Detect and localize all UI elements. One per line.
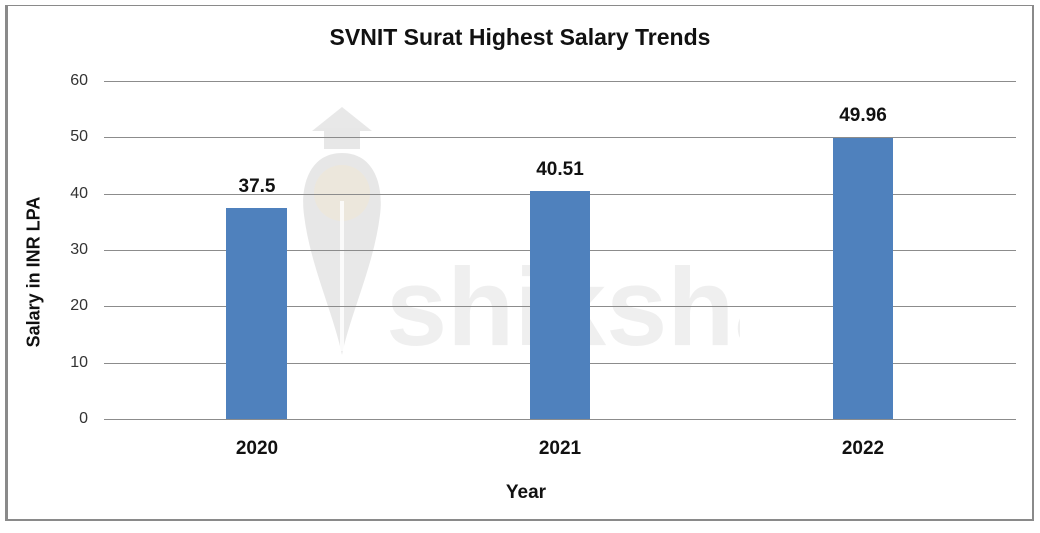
gridline-60 bbox=[104, 81, 1016, 82]
x-axis-line bbox=[104, 419, 1016, 420]
y-axis-label: Salary in INR LPA bbox=[23, 196, 44, 348]
data-label-2022: 49.96 bbox=[839, 105, 887, 126]
x-tick-2020: 2020 bbox=[235, 438, 279, 459]
y-tick-0: 0 bbox=[79, 410, 88, 427]
plot-area bbox=[104, 81, 1016, 420]
y-tick-10: 10 bbox=[70, 354, 88, 371]
gridline-50 bbox=[104, 137, 1016, 138]
y-tick-20: 20 bbox=[70, 297, 88, 314]
data-label-2021: 40.51 bbox=[536, 159, 584, 180]
bar-2022 bbox=[833, 138, 893, 419]
y-tick-30: 30 bbox=[70, 241, 88, 258]
x-axis-label: Year bbox=[505, 482, 547, 503]
x-tick-2021: 2021 bbox=[538, 438, 582, 459]
y-tick-50: 50 bbox=[70, 128, 88, 145]
y-tick-60: 60 bbox=[70, 72, 88, 89]
chart-title: SVNIT Surat Highest Salary Trends bbox=[329, 24, 711, 50]
y-tick-40: 40 bbox=[70, 185, 88, 202]
x-tick-2022: 2022 bbox=[841, 438, 885, 459]
data-label-2020: 37.5 bbox=[238, 176, 276, 197]
bar-2020 bbox=[226, 208, 287, 419]
bar-2021 bbox=[530, 191, 590, 419]
